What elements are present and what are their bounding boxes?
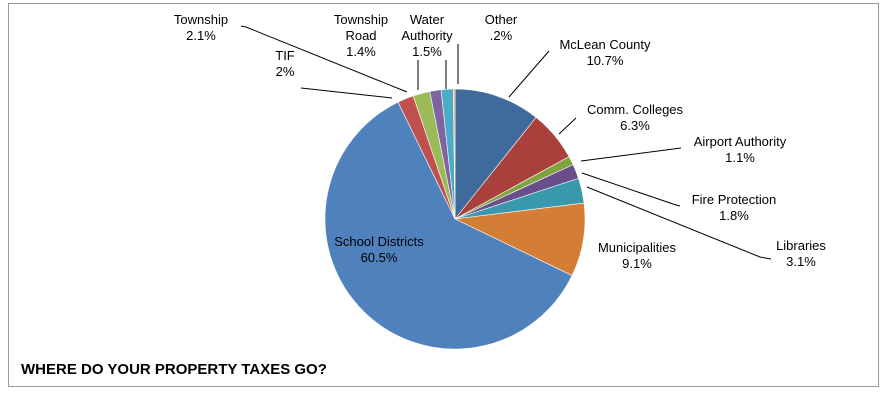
pie-slices bbox=[324, 88, 586, 350]
slice-mclean-county bbox=[454, 88, 537, 220]
leader-mclean-county bbox=[508, 50, 550, 98]
leader-libraries bbox=[586, 186, 772, 260]
leader-airport-authority bbox=[580, 147, 682, 162]
leader-comm-colleges bbox=[558, 117, 577, 135]
slice-labels: McLean County 10.7% Comm. Colleges 6.3% Airp… bbox=[174, 12, 827, 271]
chart-title: WHERE DO YOUR PROPERTY TAXES GO? bbox=[21, 361, 327, 378]
label-school-districts: School Districts 60.5% bbox=[334, 234, 424, 265]
slice-school-districts bbox=[324, 101, 573, 350]
label-township: Township 2.1% bbox=[174, 12, 228, 43]
slice-other bbox=[453, 88, 456, 220]
label-fire-protection: Fire Protection 1.8% bbox=[692, 192, 777, 223]
leader-township bbox=[240, 25, 408, 93]
label-township-road: Township Road 1.4% bbox=[334, 12, 388, 59]
pie-chart: McLean County 10.7% Comm. Colleges 6.3% Airp… bbox=[21, 12, 827, 378]
leader-fire-protection bbox=[581, 172, 681, 207]
label-libraries: Libraries 3.1% bbox=[776, 238, 826, 269]
label-mclean-county: McLean County 10.7% bbox=[559, 37, 651, 68]
label-water-authority: Water Authority 1.5% bbox=[401, 12, 453, 59]
label-airport-authority: Airport Authority 1.1% bbox=[694, 134, 787, 165]
leader-tif bbox=[300, 87, 393, 99]
chart-frame: McLean County 10.7% Comm. Colleges 6.3% Airp… bbox=[8, 3, 879, 387]
leader-lines bbox=[240, 25, 772, 260]
label-tif: TIF 2% bbox=[275, 48, 295, 79]
label-municipalities: Municipalities 9.1% bbox=[598, 240, 677, 271]
label-comm-colleges: Comm. Colleges 6.3% bbox=[587, 102, 684, 133]
label-other: Other .2% bbox=[485, 12, 518, 43]
